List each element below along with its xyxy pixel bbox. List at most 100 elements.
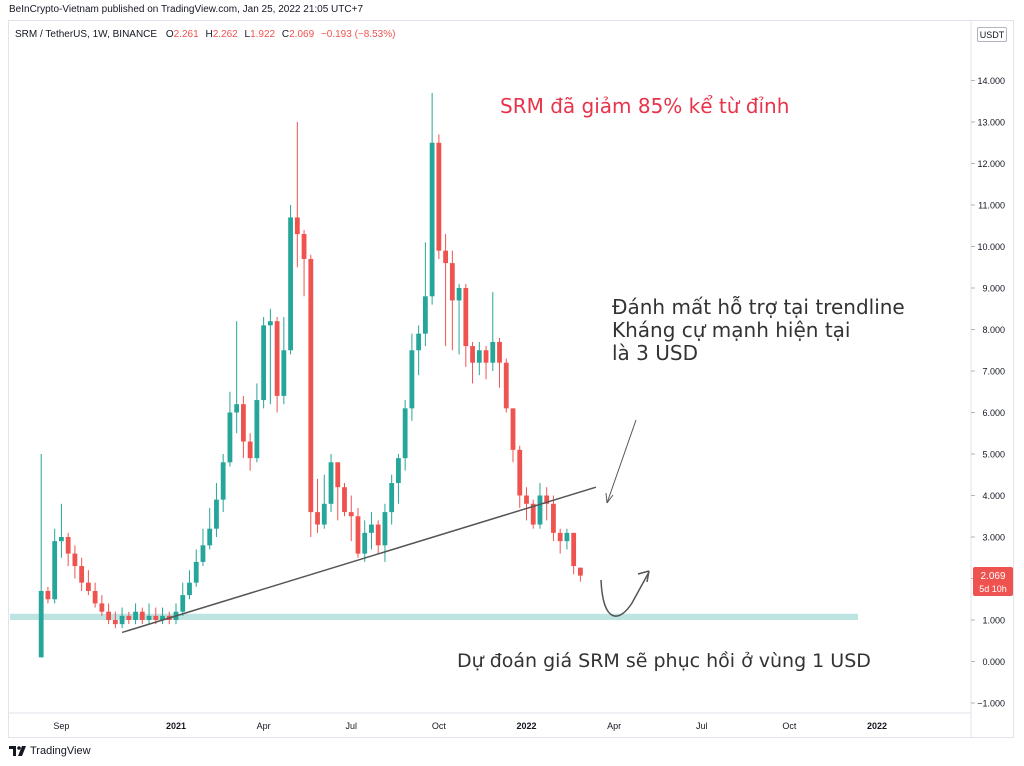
candle-body [578,567,583,576]
time-tick-label: Jul [345,721,357,731]
candle [564,528,570,550]
candle [382,503,388,562]
close-value: 2.069 [289,29,315,40]
price-tick-label: 7.000 [982,367,1005,377]
resistance-annotation-line-1: Đánh mất hỗ trợ tại trendline [612,295,905,319]
candle-body [227,412,233,463]
candle-body [193,561,199,583]
candle [416,325,422,376]
candle [362,520,368,562]
candle [119,607,125,629]
time-tick-label: 2021 [166,721,186,731]
candle-body [308,258,314,513]
candle-body [72,553,78,567]
time-tick-label: 2022 [867,721,887,731]
prediction-annotation: Dự đoán giá SRM sẽ phục hồi ở vùng 1 USD [457,650,871,672]
candle-body [220,462,226,500]
time-tick-label: 2022 [516,721,536,731]
candle-body [281,350,287,396]
resistance-annotation-line-2: Kháng cự mạnh hiện tại [612,318,850,342]
price-tick-label: 1.000 [982,616,1005,626]
candle [342,483,347,517]
candle [126,611,132,625]
candle-body [315,512,320,525]
candle [85,570,91,596]
candle-body [436,142,442,251]
candle [389,474,395,525]
candle-body [503,362,509,409]
candle-body [537,495,543,525]
candle-body [294,217,300,235]
candle [449,250,455,351]
candle [422,242,428,347]
candle [490,292,496,371]
candle-body [207,528,213,546]
candle-body [267,321,273,326]
candle-body [422,296,428,334]
candle-body [38,590,44,658]
candle [281,317,287,405]
candle-body [409,350,415,409]
price-tick-label: 4.000 [982,491,1005,501]
candle [409,333,415,421]
price-tick-label: 9.000 [982,284,1005,294]
candle-body [416,333,422,351]
candle-body [362,532,368,554]
candle [220,454,226,513]
candle [254,383,260,463]
candle [470,341,475,384]
candle-body [348,512,354,517]
tradingview-brand-text: TradingView [30,745,91,757]
price-tick-label: 10.000 [977,242,1005,252]
candle-body [45,590,51,600]
candle-body [200,545,206,562]
time-tick-label: Apr [257,721,271,731]
candle-body [187,582,192,596]
candle [369,512,374,550]
currency-unit-button[interactable]: USDT [977,27,1007,42]
candle-body [551,503,556,533]
candle [510,408,516,463]
candle-body [241,404,246,442]
chart-frame [8,20,1014,738]
candle-body [92,590,98,604]
candle [112,611,118,629]
candle-body [510,408,516,450]
candle-body [456,288,462,301]
candle [65,532,71,567]
candle [524,487,529,521]
open-label: O [165,29,174,40]
candle [537,483,543,529]
candle-body [355,516,361,554]
time-tick-label: Jul [696,721,708,731]
candle [38,454,44,658]
candle-body [328,462,334,504]
candle [59,503,64,558]
candle [274,317,280,413]
candle [402,400,408,471]
candle [45,586,51,604]
candle [335,462,341,521]
candle [328,454,334,513]
candle-body [126,615,132,620]
price-tick-label: 14.000 [977,76,1005,86]
candle-body [382,512,388,546]
candle-body [335,462,341,488]
time-tick-label: Oct [782,721,797,731]
candle [517,445,523,508]
candle-body [85,582,91,591]
price-tick-label: 8.000 [982,325,1005,335]
candle-body [112,620,118,625]
candle [139,607,145,625]
candle [234,321,240,434]
candle-body [483,350,489,363]
candle [200,528,206,567]
candle [241,395,246,459]
tradingview-logo-icon [9,746,26,756]
low-value: 1.922 [250,29,276,40]
candle [483,346,489,380]
candle-body [261,325,267,401]
bar-countdown-label: 5d 10h [979,584,1007,594]
candle [106,603,111,625]
